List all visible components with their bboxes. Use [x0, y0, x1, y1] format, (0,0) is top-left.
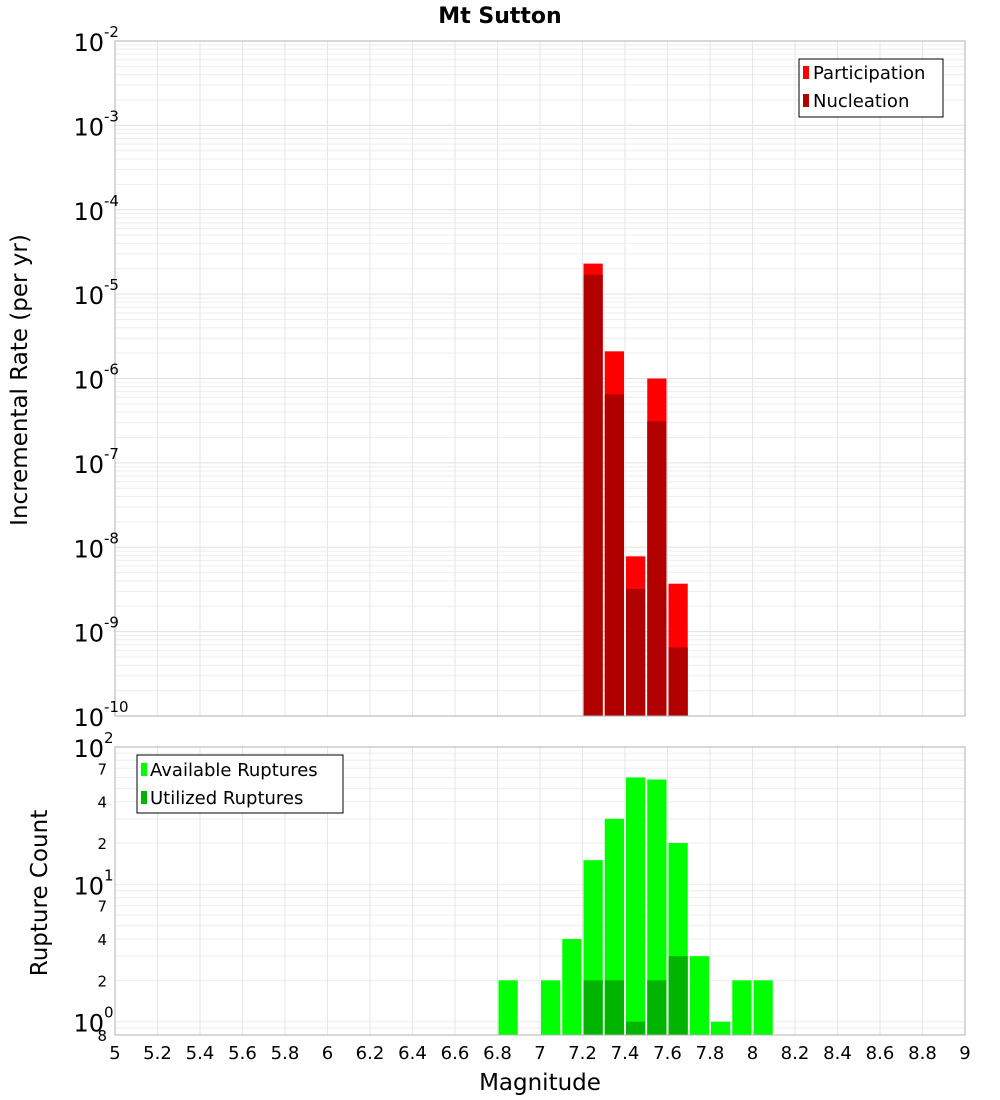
top-y-tick-exponent: -5	[104, 276, 119, 294]
x-tick-label: 6.6	[441, 1043, 470, 1064]
bottom-bar-available-ruptures-7.05	[541, 980, 561, 1035]
top-y-tick-base: 10	[73, 113, 104, 141]
top-y-tick-exponent: -4	[104, 192, 119, 210]
x-tick-label: 5.8	[271, 1043, 300, 1064]
bottom-bar-utilized-ruptures-7.45	[626, 1021, 646, 1035]
top-legend: Participation Nucleation	[798, 58, 944, 118]
x-axis-label: Magnitude	[479, 1070, 601, 1096]
x-tick-label: 7.8	[696, 1043, 725, 1064]
bottom-bar-available-ruptures-7.15	[562, 939, 582, 1035]
bottom-y-minor-tick-label: 8	[97, 1027, 107, 1045]
top-y-axis-ticks: 10-210-310-410-510-610-710-810-910-10	[73, 23, 128, 732]
top-y-tick-base: 10	[73, 704, 104, 732]
bottom-bars	[498, 777, 773, 1035]
bottom-legend-box	[136, 754, 344, 814]
x-tick-label: 8.8	[908, 1043, 937, 1064]
x-tick-label: 8.2	[781, 1043, 810, 1064]
x-tick-label: 8	[747, 1043, 758, 1064]
top-y-tick-base: 10	[73, 282, 104, 310]
top-y-tick-exponent: -2	[104, 23, 119, 41]
top-y-tick-base: 10	[73, 29, 104, 57]
top-bar-nucleation-7.35	[604, 394, 624, 716]
bottom-y-tick-base: 10	[73, 872, 104, 900]
top-y-tick-base: 10	[73, 198, 104, 226]
top-y-tick-base: 10	[73, 535, 104, 563]
x-tick-label: 7.2	[568, 1043, 597, 1064]
bottom-bar-utilized-ruptures-7.35	[604, 980, 624, 1035]
top-y-tick-base: 10	[73, 620, 104, 648]
bottom-y-minor-tick-label: 2	[97, 835, 107, 853]
top-y-tick-exponent: -3	[104, 107, 119, 125]
x-tick-label: 8.4	[823, 1043, 852, 1064]
bottom-bar-available-ruptures-7.75	[689, 956, 709, 1035]
x-tick-label: 5	[109, 1043, 120, 1064]
top-bar-nucleation-7.45	[626, 589, 646, 716]
legend-label-nucleation: Nucleation	[813, 91, 909, 112]
bottom-bar-utilized-ruptures-7.65	[668, 956, 688, 1035]
x-tick-label: 7.4	[611, 1043, 640, 1064]
bottom-y-tick-exponent: 2	[104, 729, 114, 747]
legend-label-available: Available Ruptures	[150, 760, 318, 781]
x-tick-label: 7.6	[653, 1043, 682, 1064]
top-y-tick-base: 10	[73, 451, 104, 479]
bottom-bar-available-ruptures-7.45	[626, 777, 646, 1035]
bottom-y-minor-tick-label: 7	[97, 898, 107, 916]
top-y-tick-exponent: -9	[104, 614, 119, 632]
x-axis-ticks: 5 5.2 5.4 5.6 5.8 6 6.2 6.4 6.6 6.8 7 7.2 7.4 7.6 7.8 8…	[109, 1043, 970, 1064]
top-legend-box	[798, 58, 944, 118]
x-tick-label: 6	[322, 1043, 333, 1064]
top-y-tick-exponent: -6	[104, 361, 119, 379]
bottom-bar-utilized-ruptures-7.25	[583, 980, 603, 1035]
legend-label-utilized: Utilized Ruptures	[150, 788, 303, 809]
top-y-tick-exponent: -7	[104, 445, 119, 463]
x-tick-label: 8.6	[866, 1043, 895, 1064]
bottom-y-tick-base: 10	[73, 1010, 104, 1038]
bottom-bar-available-ruptures-6.85	[498, 980, 518, 1035]
bottom-y-tick-exponent: 1	[104, 866, 114, 884]
top-plot-frame	[114, 40, 966, 717]
legend-swatch-available	[141, 763, 147, 776]
bottom-y-minor-tick-label: 7	[97, 760, 107, 778]
top-bar-nucleation-7.65	[668, 647, 688, 716]
legend-swatch-participation	[803, 66, 809, 79]
top-y-tick-exponent: -10	[104, 698, 129, 716]
legend-label-participation: Participation	[813, 63, 925, 84]
x-tick-label: 5.4	[186, 1043, 215, 1064]
bottom-plot-frame	[114, 746, 966, 1036]
legend-swatch-utilized	[141, 791, 147, 804]
bottom-bar-available-ruptures-7.55	[647, 779, 667, 1035]
x-tick-label: 6.8	[483, 1043, 512, 1064]
top-bar-nucleation-7.55	[647, 421, 667, 716]
top-y-axis-label: Incremental Rate (per yr)	[7, 234, 33, 526]
bottom-y-axis-label: Rupture Count	[27, 810, 53, 976]
bottom-bar-available-ruptures-7.95	[732, 980, 752, 1035]
bottom-y-minor-tick-label: 2	[97, 972, 107, 990]
top-bar-nucleation-7.25	[583, 274, 603, 716]
bottom-bar-available-ruptures-8.05	[753, 980, 773, 1035]
chart-title: Mt Sutton	[438, 4, 561, 29]
top-grid	[114, 41, 966, 717]
top-bars	[583, 263, 688, 716]
legend-swatch-nucleation	[803, 94, 809, 107]
x-tick-label: 7	[534, 1043, 545, 1064]
x-tick-label: 6.2	[356, 1043, 385, 1064]
bottom-y-tick-exponent: 0	[104, 1004, 114, 1022]
x-tick-label: 9	[959, 1043, 970, 1064]
bottom-legend: Available Ruptures Utilized Ruptures	[136, 754, 344, 814]
x-tick-label: 6.4	[398, 1043, 427, 1064]
top-y-tick-exponent: -8	[104, 529, 119, 547]
bottom-y-minor-tick-label: 4	[97, 931, 107, 949]
x-tick-label: 5.2	[143, 1043, 172, 1064]
bottom-y-tick-base: 10	[73, 735, 104, 763]
top-y-tick-base: 10	[73, 367, 104, 395]
bottom-bar-available-ruptures-7.85	[711, 1021, 731, 1035]
x-tick-label: 5.6	[228, 1043, 257, 1064]
bottom-y-minor-tick-label: 4	[97, 794, 107, 812]
bottom-bar-utilized-ruptures-7.55	[647, 980, 667, 1035]
